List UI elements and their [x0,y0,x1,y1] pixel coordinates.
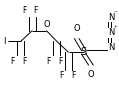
Text: ⁻: ⁻ [114,10,117,16]
Text: F: F [58,57,63,66]
Text: N: N [108,28,115,37]
Text: O: O [43,20,50,29]
Text: F: F [47,57,51,66]
Text: N: N [108,43,115,52]
Text: N: N [108,13,115,22]
Text: ⁺: ⁺ [114,26,117,32]
Text: O: O [74,24,80,33]
Text: F: F [10,57,15,66]
Text: F: F [34,6,38,15]
Text: F: F [22,6,26,15]
Text: F: F [71,71,75,80]
Text: S: S [81,47,87,57]
Text: F: F [59,71,64,80]
Text: F: F [22,57,26,66]
Text: I: I [3,37,5,46]
Text: O: O [88,70,94,79]
